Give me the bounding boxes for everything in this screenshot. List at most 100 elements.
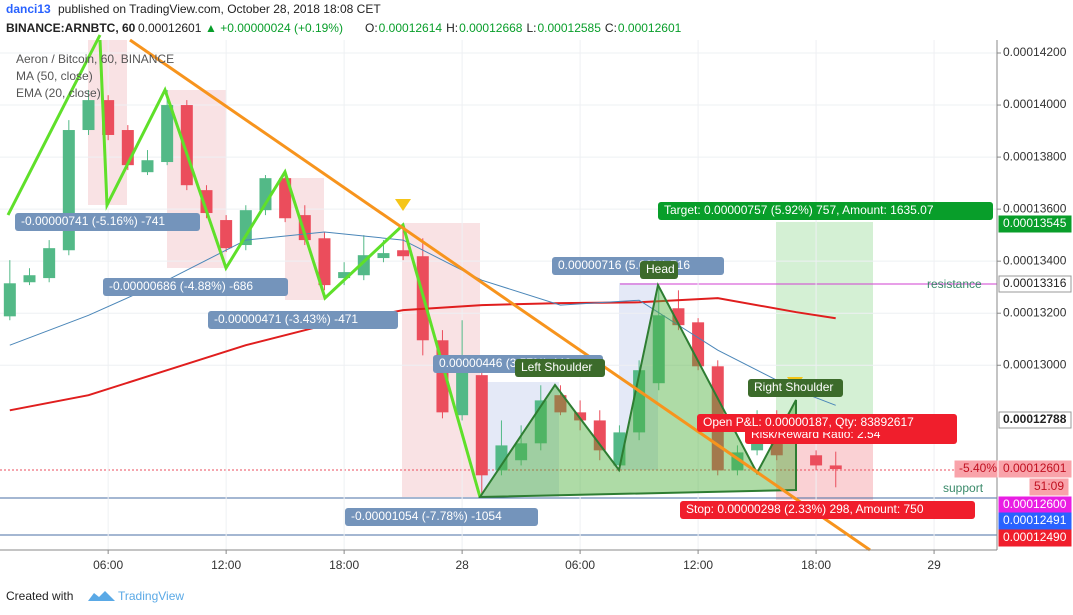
y-tick-label: 0.00014200	[1003, 45, 1067, 59]
candle-body	[475, 375, 488, 476]
ohlc-value: 0.00012614	[379, 21, 443, 35]
candle-body	[829, 465, 842, 470]
annotation: -0.00000686 (-4.88%) -686	[109, 279, 253, 293]
candle-body	[318, 238, 331, 286]
annotation: support	[943, 481, 984, 495]
candle-body	[239, 210, 252, 246]
marker	[395, 199, 411, 211]
annotation-box	[552, 257, 724, 275]
price-tag	[998, 512, 1072, 530]
x-tick-label: 12:00	[211, 558, 241, 572]
x-tick-label: 18:00	[801, 558, 831, 572]
overlay-drawings	[6, 34, 871, 552]
annotation-box	[103, 278, 288, 296]
annotation: Stop: 0.00000298 (2.33%) 298, Amount: 75…	[686, 502, 924, 516]
annotation-box	[15, 213, 200, 231]
candle-body	[82, 100, 95, 131]
annotation-box	[658, 202, 993, 220]
price-tag	[998, 275, 1072, 293]
zigzag	[6, 34, 102, 216]
annotation-box	[680, 501, 975, 519]
annotation-box	[697, 414, 957, 432]
legend-entry: MA (50, close)	[16, 69, 93, 83]
candle-body	[279, 178, 292, 219]
annotation: Head	[646, 262, 675, 276]
annotation-box	[748, 379, 843, 397]
candle-body	[3, 283, 16, 317]
ohlc-key: O:	[365, 21, 378, 35]
y-tick-label: 0.00014000	[1003, 97, 1067, 111]
x-tick-label: 06:00	[93, 558, 123, 572]
price-tag-label: 51:09	[1034, 479, 1064, 493]
candle-body	[456, 366, 469, 416]
legend-title: Aeron / Bitcoin, 60, BINANCE	[16, 52, 174, 66]
candle-body	[220, 220, 233, 249]
candle-body	[672, 308, 685, 326]
price-tag	[1029, 478, 1069, 496]
candle-body	[43, 248, 56, 279]
footer-brand: TradingView	[118, 589, 184, 603]
price-tag-label: 0.00012491	[1003, 513, 1067, 527]
candle-body	[554, 395, 567, 413]
user: danci13	[6, 2, 51, 16]
candle-body	[121, 130, 134, 166]
ohlc-key: H:	[446, 21, 458, 35]
labels: 0.00014200 0.00014000 0.00013800 0.00013600…	[15, 45, 1072, 572]
price-tag	[998, 460, 1072, 478]
symbol: BINANCE:ARNBTC, 60	[6, 21, 136, 35]
candle-body	[495, 445, 508, 471]
annotation: Left Shoulder	[521, 360, 592, 374]
candle-body	[377, 253, 390, 259]
logo	[88, 591, 115, 601]
trend-line	[129, 38, 871, 552]
y-tick-label: 0.00013200	[1003, 305, 1067, 319]
candle-body	[593, 420, 606, 451]
candle-body	[23, 275, 36, 283]
price-tag	[998, 215, 1072, 233]
x-tick-label: 12:00	[683, 558, 713, 572]
price-tag-label: -5.40%	[959, 461, 997, 475]
price-tag-label: 0.00012600	[1003, 497, 1067, 511]
ohlc-key: C:	[605, 21, 617, 35]
annotation-box	[345, 508, 538, 526]
price-tag	[954, 460, 998, 478]
candle-body	[397, 250, 410, 257]
ohlc-value: 0.00012601	[618, 21, 682, 35]
y-tick-label: 0.00013400	[1003, 253, 1067, 267]
annotation-box	[208, 311, 398, 329]
y-tick-label: 0.00013800	[1003, 149, 1067, 163]
annotation-box	[640, 261, 678, 279]
annotation: -0.00000741 (-5.16%) -741	[21, 214, 165, 228]
annotation: -0.00000471 (-3.43%) -471	[214, 312, 358, 326]
candle-body	[200, 190, 213, 214]
price-tag	[998, 411, 1072, 429]
ohlc-value: 0.00012668	[459, 21, 523, 35]
annotation: Right Shoulder	[754, 380, 833, 394]
ohlc-key: L:	[526, 21, 536, 35]
price-tag-label: 0.00012788	[1003, 412, 1067, 426]
candle-body	[574, 412, 587, 421]
candle-body	[141, 160, 154, 173]
y-tick-label: 0.00013000	[1003, 357, 1067, 371]
candle-body	[810, 455, 823, 466]
change: ▲ +0.00000024 (+0.19%)	[205, 21, 343, 35]
price-tag	[998, 529, 1072, 547]
candle-body	[338, 272, 351, 279]
price-tag-label: 0.00012601	[1003, 461, 1067, 475]
candle-body	[515, 443, 528, 461]
zigzag	[98, 39, 482, 498]
indicator-line	[9, 297, 836, 412]
candle-body	[161, 105, 174, 163]
candle-body	[259, 178, 272, 211]
x-tick-label: 06:00	[565, 558, 595, 572]
y-tick-label: 0.00013600	[1003, 201, 1067, 215]
candle-body	[652, 315, 665, 384]
ohlc-value: 0.00012585	[538, 21, 602, 35]
x-tick-label: 28	[455, 558, 469, 572]
last: 0.00012601	[138, 21, 202, 35]
legend-entry: EMA (20, close)	[16, 86, 101, 100]
annotation-box	[515, 359, 605, 377]
annotation: Target: 0.00000757 (5.92%) 757, Amount: …	[664, 203, 934, 217]
